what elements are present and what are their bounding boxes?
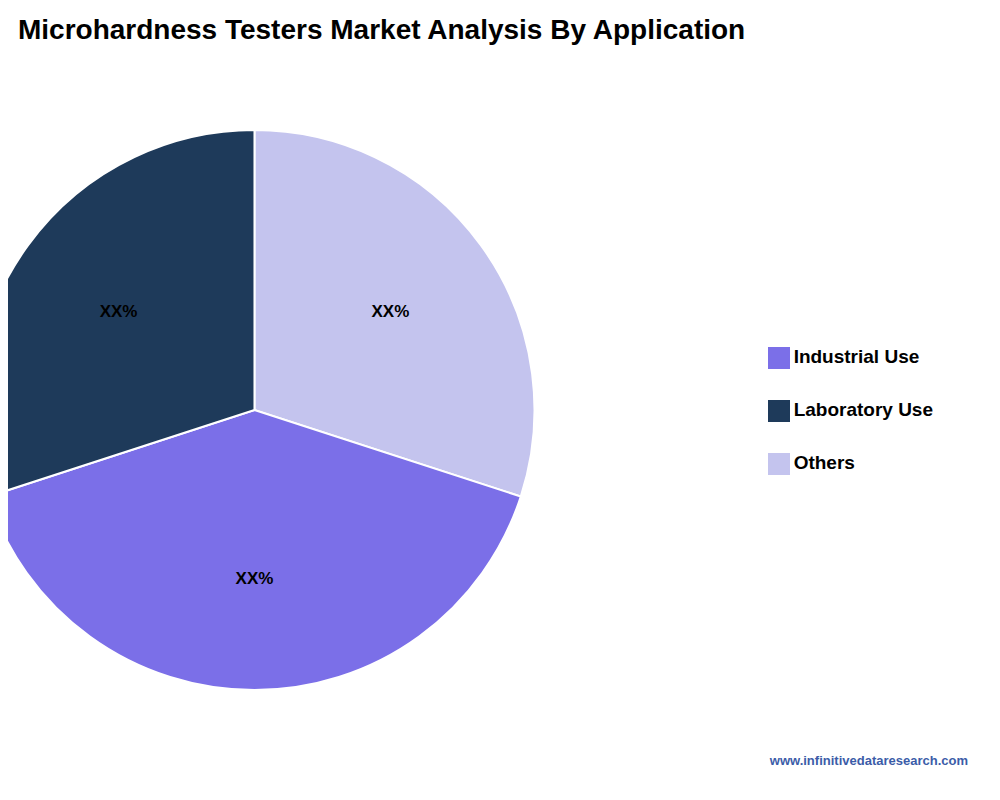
svg-text:XX%: XX% — [100, 302, 138, 321]
svg-text:XX%: XX% — [236, 569, 274, 588]
html-text:Microhardness Testers Market A: Microhardness Testers Market Analysis By… — [18, 14, 746, 45]
html-text:Laboratory Use: Laboratory Use — [793, 398, 933, 420]
html-text:Industrial Use: Industrial Use — [793, 345, 920, 367]
html-text:Others: Others — [793, 451, 855, 473]
html-text:www.infinitivedataresearch.com: www.infinitivedataresearch.com — [769, 753, 968, 768]
svg-text:XX%: XX% — [371, 302, 409, 321]
